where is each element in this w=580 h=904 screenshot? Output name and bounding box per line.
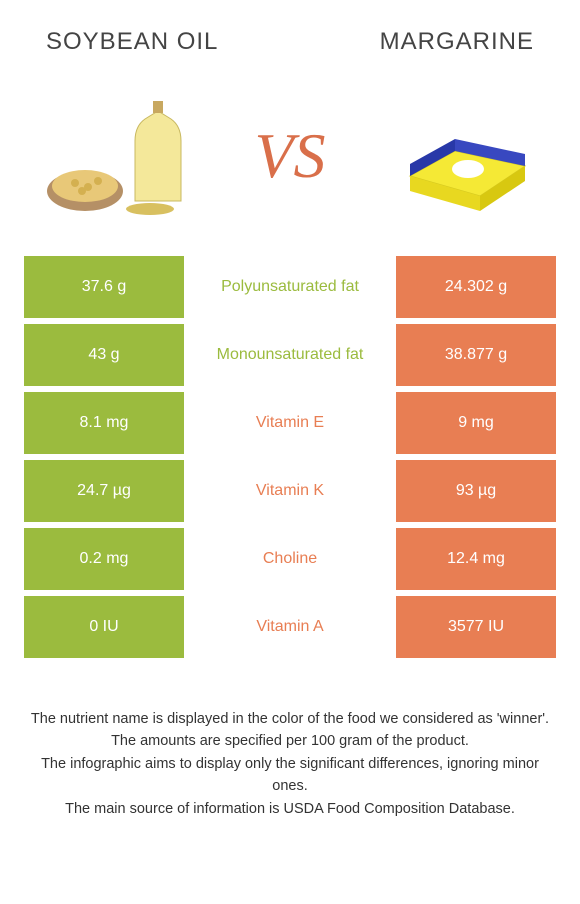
header-row: SOYBEAN OIL MARGARINE — [0, 0, 580, 66]
soybean-oil-image — [40, 91, 190, 221]
nutrient-label-cell: Vitamin E — [184, 392, 396, 454]
right-value-cell: 38.877 g — [396, 324, 556, 386]
footnote-line: The main source of information is USDA F… — [28, 798, 552, 820]
footnote-line: The infographic aims to display only the… — [28, 753, 552, 798]
table-row: 8.1 mgVitamin E9 mg — [24, 392, 556, 454]
right-value-cell: 9 mg — [396, 392, 556, 454]
nutrient-label-cell: Vitamin A — [184, 596, 396, 658]
nutrient-label-cell: Vitamin K — [184, 460, 396, 522]
images-row: VS — [0, 66, 580, 256]
right-value-cell: 24.302 g — [396, 256, 556, 318]
left-food-title: SOYBEAN OIL — [46, 28, 218, 56]
left-value-cell: 8.1 mg — [24, 392, 184, 454]
left-value-cell: 37.6 g — [24, 256, 184, 318]
right-value-cell: 3577 IU — [396, 596, 556, 658]
table-row: 37.6 gPolyunsaturated fat24.302 g — [24, 256, 556, 318]
right-value-cell: 93 µg — [396, 460, 556, 522]
table-row: 0.2 mgCholine12.4 mg — [24, 528, 556, 590]
table-row: 0 IUVitamin A3577 IU — [24, 596, 556, 658]
left-value-cell: 43 g — [24, 324, 184, 386]
left-value-cell: 24.7 µg — [24, 460, 184, 522]
footnote-line: The amounts are specified per 100 gram o… — [28, 730, 552, 752]
footnotes: The nutrient name is displayed in the co… — [0, 664, 580, 820]
right-value-cell: 12.4 mg — [396, 528, 556, 590]
table-row: 43 gMonounsaturated fat38.877 g — [24, 324, 556, 386]
vs-label: VS — [254, 119, 325, 193]
footnote-line: The nutrient name is displayed in the co… — [28, 708, 552, 730]
left-value-cell: 0 IU — [24, 596, 184, 658]
comparison-table: 37.6 gPolyunsaturated fat24.302 g43 gMon… — [0, 256, 580, 658]
table-row: 24.7 µgVitamin K93 µg — [24, 460, 556, 522]
nutrient-label-cell: Monounsaturated fat — [184, 324, 396, 386]
nutrient-label-cell: Polyunsaturated fat — [184, 256, 396, 318]
left-value-cell: 0.2 mg — [24, 528, 184, 590]
right-food-title: MARGARINE — [380, 28, 534, 56]
nutrient-label-cell: Choline — [184, 528, 396, 590]
margarine-image — [390, 91, 540, 221]
